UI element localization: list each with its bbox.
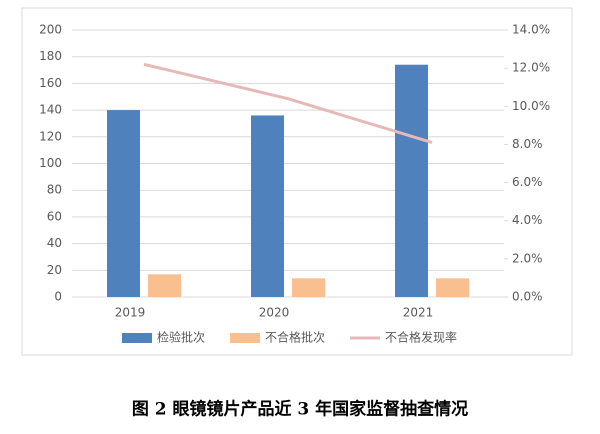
y-tick-label: 60 — [47, 209, 62, 223]
y2-tick-label: 4.0% — [512, 213, 543, 227]
y2-tick-label: 14.0% — [512, 23, 550, 37]
y-tick-label: 40 — [47, 236, 62, 250]
bar — [251, 115, 284, 297]
y-tick-label: 20 — [47, 263, 62, 277]
y-tick-label: 80 — [47, 183, 62, 197]
y-tick-label: 100 — [39, 156, 62, 170]
line-series — [143, 62, 433, 144]
bar — [395, 64, 428, 298]
y2-tick-label: 0.0% — [512, 290, 543, 304]
y-tick-label: 160 — [39, 76, 62, 90]
legend-label: 不合格发现率 — [385, 330, 457, 345]
y2-tick-label: 8.0% — [512, 137, 543, 151]
legend-swatch — [122, 333, 152, 343]
x-tick-label: 2021 — [403, 306, 434, 320]
y-tick-label: 120 — [39, 129, 62, 143]
y-tick-label: 180 — [39, 49, 62, 63]
legend-swatch — [230, 333, 261, 343]
chart-title: 图 2 眼镜镜片产品近 3 年国家监督抽查情况 — [132, 399, 468, 420]
chart-frame — [21, 7, 573, 356]
y2-tick-label: 10.0% — [512, 99, 550, 113]
bar — [107, 110, 140, 297]
y2-tick-label: 2.0% — [512, 251, 543, 265]
bar — [148, 274, 181, 297]
y2-tick-label: 12.0% — [512, 61, 550, 75]
y-tick-label: 0 — [54, 290, 62, 304]
x-tick-label: 2019 — [115, 306, 146, 320]
legend-label: 检验批次 — [157, 330, 205, 345]
y-tick-label: 140 — [39, 103, 62, 117]
y-tick-label: 200 — [39, 23, 62, 37]
bar — [292, 278, 325, 297]
bar — [436, 278, 469, 297]
x-tick-label: 2020 — [259, 306, 290, 320]
legend-label: 不合格批次 — [265, 330, 325, 345]
y2-tick-label: 6.0% — [512, 175, 543, 189]
